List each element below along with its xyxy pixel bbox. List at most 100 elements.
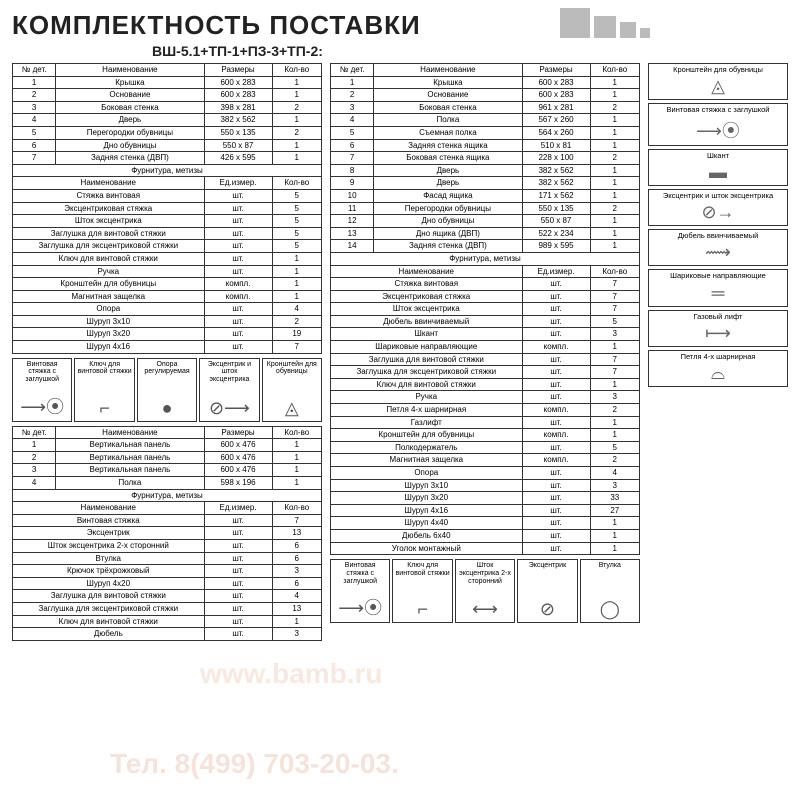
table-row: Шуруп 3х10шт.2	[13, 315, 322, 328]
part-illustration: Эксцентрик⊘	[517, 559, 577, 623]
table-row: Стяжка винтоваяшт.7	[331, 278, 640, 291]
parts-illustrations-1: Винтовая стяжка с заглушкой⟶⦿Ключ для ви…	[12, 358, 322, 422]
table-row: Эксцентриковая стяжкашт.5	[13, 202, 322, 215]
table-row: Шуруп 3х20шт.33	[331, 492, 640, 505]
table-row: 7Боковая стенка ящика228 х 1002	[331, 152, 640, 165]
table-row: Шуруп 4х16шт.27	[331, 504, 640, 517]
table-row: Ключ для винтовой стяжкишт.1	[331, 378, 640, 391]
table-row: Газлифтшт.1	[331, 416, 640, 429]
side-illustration: Петля 4-х шарнирная⌓	[648, 350, 788, 387]
table-row: 3Боковая стенка398 х 2812	[13, 101, 322, 114]
table-row: Полкодержательшт.5	[331, 441, 640, 454]
table-row: Шуруп 3х10шт.3	[331, 479, 640, 492]
table-parts-1: № дет.НаименованиеРазмерыКол-во 1Крышка6…	[12, 63, 322, 354]
part-illustration: Винтовая стяжка с заглушкой⟶⦿	[12, 358, 72, 422]
table-row: 8Дверь382 х 5621	[331, 164, 640, 177]
table-row: Ключ для винтовой стяжкишт.1	[13, 615, 322, 628]
part-icon: ▬	[651, 162, 785, 183]
side-illustration: Шкант▬	[648, 149, 788, 186]
table-parts-2: № дет.НаименованиеРазмерыКол-во 1Вертика…	[12, 426, 322, 641]
table-row: Стяжка винтоваяшт.5	[13, 189, 322, 202]
table-row: Заглушка для эксцентриковой стяжкишт.13	[13, 602, 322, 615]
table-row: 13Дно ящика (ДВП)522 х 2341	[331, 227, 640, 240]
table-row: Шуруп 4х16шт.7	[13, 341, 322, 354]
table-row: Опорашт.4	[13, 303, 322, 316]
part-icon: ⌓	[651, 363, 785, 384]
header: КОМПЛЕКТНОСТЬ ПОСТАВКИ ВШ-5.1+ТП-1+ПЗ-3+…	[12, 10, 788, 59]
part-illustration: Ключ для винтовой стяжки⌐	[74, 358, 134, 422]
part-icon: ═	[651, 283, 785, 304]
side-illustration: Кронштейн для обувницы◬	[648, 63, 788, 100]
table-row: Заглушка для винтовой стяжкишт.4	[13, 590, 322, 603]
table-row: Кронштейн для обувницыкомпл.1	[331, 429, 640, 442]
page-title: КОМПЛЕКТНОСТЬ ПОСТАВКИ	[12, 10, 788, 41]
table-row: Шуруп 4х40шт.1	[331, 517, 640, 530]
table-row: Магнитная защелкакомпл.2	[331, 454, 640, 467]
table-row: Опорашт.4	[331, 467, 640, 480]
part-icon: ⟶⦿	[651, 117, 785, 143]
part-icon: ⟿	[651, 242, 785, 263]
watermark-phone: Тел. 8(499) 703-20-03.	[110, 748, 399, 780]
table-row: Винтовая стяжкашт.7	[13, 514, 322, 527]
table-row: Кронштейн для обувницыкомпл.1	[13, 278, 322, 291]
part-icon: ⌐	[417, 599, 428, 620]
part-icon: ◬	[285, 398, 299, 419]
table-row: Ключ для винтовой стяжкишт.1	[13, 252, 322, 265]
part-icon: ⌐	[99, 398, 110, 419]
part-icon: ◬	[651, 76, 785, 97]
table-row: Шток эксцентрика 2-х стороннийшт.6	[13, 540, 322, 553]
part-illustration: Опора регулируемая●	[137, 358, 197, 422]
part-icon: ◯	[600, 599, 620, 620]
table-row: Шариковые направляющиекомпл.1	[331, 341, 640, 354]
table-row: 1Вертикальная панель600 х 4761	[13, 439, 322, 452]
table-row: Шуруп 3х20шт.19	[13, 328, 322, 341]
part-icon: ⟶⦿	[338, 594, 382, 620]
part-illustration: Винтовая стяжка с заглушкой⟶⦿	[330, 559, 390, 623]
table-row: 4Полка598 х 1961	[13, 477, 322, 490]
table-row: Дюбель ввинчиваемыйшт.5	[331, 315, 640, 328]
part-illustration: Шток эксцентрика 2-х сторонний⟷	[455, 559, 515, 623]
table-row: 6Дно обувницы550 х 871	[13, 139, 322, 152]
table-row: Дюбель 6х40шт.1	[331, 529, 640, 542]
table-row: Уголок монтажныйшт.1	[331, 542, 640, 555]
table-row: Петля 4-х шарнирнаякомпл.2	[331, 404, 640, 417]
side-illustration: Винтовая стяжка с заглушкой⟶⦿	[648, 103, 788, 145]
part-illustration: Кронштейн для обувницы◬	[262, 358, 322, 422]
table-parts-3: № дет.НаименованиеРазмерыКол-во 1Крышка6…	[330, 63, 640, 555]
table-row: 14Задняя стенка (ДВП)989 х 5951	[331, 240, 640, 253]
table-row: 4Полка567 х 2601	[331, 114, 640, 127]
table-row: Дюбельшт.3	[13, 628, 322, 641]
part-illustration: Втулка◯	[580, 559, 640, 623]
side-illustrations: Кронштейн для обувницы◬Винтовая стяжка с…	[648, 63, 788, 645]
table-row: Магнитная защелкакомпл.1	[13, 290, 322, 303]
side-illustration: Газовый лифт⟼	[648, 310, 788, 347]
table-row: 3Боковая стенка961 х 2812	[331, 101, 640, 114]
part-icon: ⊘→	[651, 202, 785, 223]
table-row: Эксцентрикшт.13	[13, 527, 322, 540]
table-row: 7Задняя стенка (ДВП)426 х 5951	[13, 152, 322, 165]
table-row: 5Перегородки обувницы550 х 1352	[13, 126, 322, 139]
part-icon: ⊘⟶	[209, 398, 250, 419]
side-illustration: Шариковые направляющие═	[648, 269, 788, 306]
subtitle: ВШ-5.1+ТП-1+ПЗ-3+ТП-2:	[152, 43, 788, 59]
table-row: 2Основание600 х 2831	[331, 89, 640, 102]
table-row: 12Дно обувницы550 х 871	[331, 215, 640, 228]
table-row: Ручкашт.3	[331, 391, 640, 404]
side-illustration: Эксцентрик и шток эксцентрика⊘→	[648, 189, 788, 226]
parts-illustrations-2: Винтовая стяжка с заглушкой⟶⦿Ключ для ви…	[330, 559, 640, 623]
table-row: Ручкашт.1	[13, 265, 322, 278]
cubes-decoration	[556, 8, 650, 38]
part-illustration: Эксцентрик и шток эксцентрика⊘⟶	[199, 358, 259, 422]
table-row: 11Перегородки обувницы550 х 1352	[331, 202, 640, 215]
table-row: Шток эксцентрикашт.7	[331, 303, 640, 316]
table-row: 5Съемная полка564 х 2601	[331, 126, 640, 139]
table-row: Заглушка для эксцентриковой стяжкишт.7	[331, 366, 640, 379]
table-row: 4Дверь382 х 5621	[13, 114, 322, 127]
table-row: Крючок трёхрожковыйшт.3	[13, 565, 322, 578]
table-row: Заглушка для винтовой стяжкишт.5	[13, 227, 322, 240]
table-row: Шток эксцентрикашт.5	[13, 215, 322, 228]
table-row: 2Основание600 х 2831	[13, 89, 322, 102]
table-row: Эксцентриковая стяжкашт.7	[331, 290, 640, 303]
table-row: 10Фасад ящика171 х 5621	[331, 189, 640, 202]
table-row: 1Крышка600 х 2831	[13, 76, 322, 89]
